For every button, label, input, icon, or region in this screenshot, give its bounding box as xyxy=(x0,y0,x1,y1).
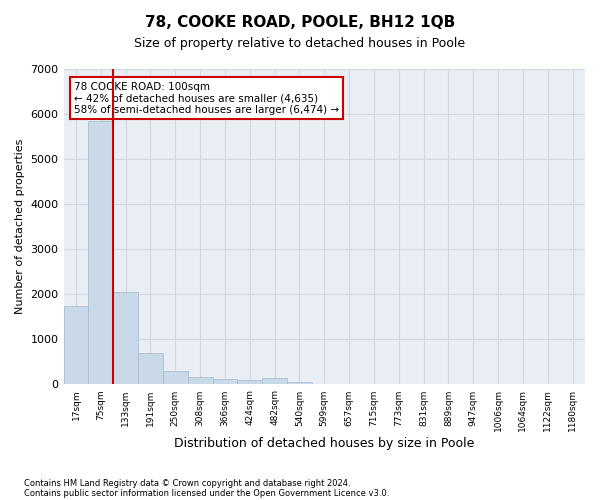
Bar xyxy=(64,306,88,384)
Bar xyxy=(287,382,312,384)
Y-axis label: Number of detached properties: Number of detached properties xyxy=(15,139,25,314)
Text: 78 COOKE ROAD: 100sqm
← 42% of detached houses are smaller (4,635)
58% of semi-d: 78 COOKE ROAD: 100sqm ← 42% of detached … xyxy=(74,82,339,115)
Bar xyxy=(262,378,287,384)
Text: Size of property relative to detached houses in Poole: Size of property relative to detached ho… xyxy=(134,38,466,51)
Text: Contains public sector information licensed under the Open Government Licence v3: Contains public sector information licen… xyxy=(24,488,389,498)
Bar xyxy=(113,292,138,384)
Text: Contains HM Land Registry data © Crown copyright and database right 2024.: Contains HM Land Registry data © Crown c… xyxy=(24,478,350,488)
Bar xyxy=(163,371,188,384)
X-axis label: Distribution of detached houses by size in Poole: Distribution of detached houses by size … xyxy=(174,437,475,450)
Bar xyxy=(212,379,238,384)
Bar xyxy=(88,121,113,384)
Bar xyxy=(138,353,163,384)
Bar xyxy=(188,376,212,384)
Bar xyxy=(238,380,262,384)
Text: 78, COOKE ROAD, POOLE, BH12 1QB: 78, COOKE ROAD, POOLE, BH12 1QB xyxy=(145,15,455,30)
